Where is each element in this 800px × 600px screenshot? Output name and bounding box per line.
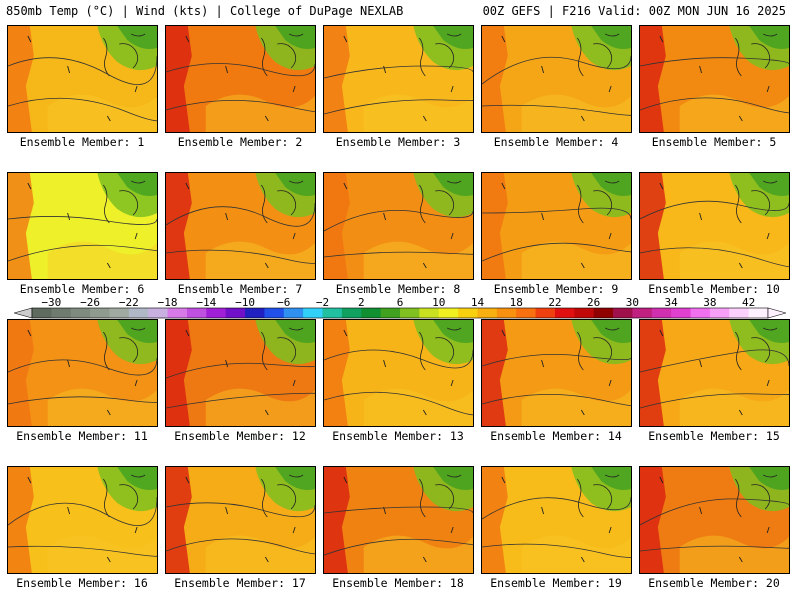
ensemble-member-label: Ensemble Member: 6 (19, 282, 145, 296)
ensemble-member-label: Ensemble Member: 16 (16, 576, 148, 590)
ensemble-member-map (639, 25, 790, 133)
colorbar-tick-label: −2 (315, 296, 330, 309)
ensemble-member-label: Ensemble Member: 5 (651, 135, 777, 149)
colorbar-tick-label: −18 (157, 296, 178, 309)
header-run-info: 00Z GEFS | F216 Valid: 00Z MON JUN 16 20… (482, 4, 786, 18)
header-title: 850mb Temp (°C) | Wind (kts) | College o… (6, 4, 404, 18)
colorbar-tick-label: 42 (742, 296, 756, 309)
ensemble-member-map (323, 25, 474, 133)
ensemble-member-map (481, 172, 632, 280)
colorbar-tick-label: −14 (196, 296, 217, 309)
ensemble-member-label: Ensemble Member: 9 (493, 282, 619, 296)
ensemble-member-map (481, 25, 632, 133)
ensemble-member-map (639, 172, 790, 280)
ensemble-member-label: Ensemble Member: 20 (648, 576, 780, 590)
colorbar-tick-label: −30 (41, 296, 62, 309)
colorbar-tick-label: 10 (432, 296, 446, 309)
ensemble-member-label: Ensemble Member: 14 (490, 429, 622, 443)
ensemble-member-label: Ensemble Member: 11 (16, 429, 148, 443)
ensemble-member-map (165, 172, 316, 280)
colorbar-tick-label: 38 (703, 296, 717, 309)
colorbar-tick-label: 30 (625, 296, 640, 309)
ensemble-member-map (165, 319, 316, 427)
colorbar-tick-label: 6 (396, 296, 404, 309)
ensemble-member-label: Ensemble Member: 18 (332, 576, 464, 590)
ensemble-member-label: Ensemble Member: 4 (493, 135, 619, 149)
ensemble-member-map (323, 466, 474, 574)
ensemble-member-label: Ensemble Member: 12 (174, 429, 306, 443)
ensemble-member-map (639, 319, 790, 427)
ensemble-member-label: Ensemble Member: 7 (177, 282, 303, 296)
colorbar-tick-label: 2 (357, 296, 365, 309)
colorbar-tick-label: −26 (80, 296, 101, 309)
colorbar-tick-label: 14 (470, 296, 485, 309)
ensemble-member-map (165, 25, 316, 133)
ensemble-member-label: Ensemble Member: 8 (335, 282, 461, 296)
temperature-colorbar (14, 306, 786, 320)
colorbar-tick-label: 34 (664, 296, 678, 309)
colorbar-tick-label: −22 (118, 296, 139, 309)
ensemble-member-label: Ensemble Member: 10 (648, 282, 780, 296)
ensemble-member-map (639, 466, 790, 574)
colorbar-tick-label: −6 (277, 296, 291, 309)
ensemble-member-map (7, 25, 158, 133)
ensemble-member-label: Ensemble Member: 19 (490, 576, 622, 590)
ensemble-member-map (481, 319, 632, 427)
colorbar-tick-label: 18 (509, 296, 523, 309)
ensemble-member-map (7, 466, 158, 574)
colorbar-tick-label: −10 (235, 296, 255, 309)
ensemble-member-map (7, 172, 158, 280)
ensemble-member-map (323, 172, 474, 280)
ensemble-member-label: Ensemble Member: 17 (174, 576, 306, 590)
colorbar-tick-label: 22 (548, 296, 562, 309)
colorbar-tick-label: 26 (587, 296, 601, 309)
ensemble-member-map (165, 466, 316, 574)
ensemble-member-label: Ensemble Member: 3 (335, 135, 461, 149)
ensemble-member-map (7, 319, 158, 427)
ensemble-member-map (323, 319, 474, 427)
ensemble-member-label: Ensemble Member: 1 (19, 135, 145, 149)
ensemble-member-map (481, 466, 632, 574)
ensemble-member-label: Ensemble Member: 15 (648, 429, 780, 443)
ensemble-member-label: Ensemble Member: 2 (177, 135, 303, 149)
ensemble-member-label: Ensemble Member: 13 (332, 429, 464, 443)
